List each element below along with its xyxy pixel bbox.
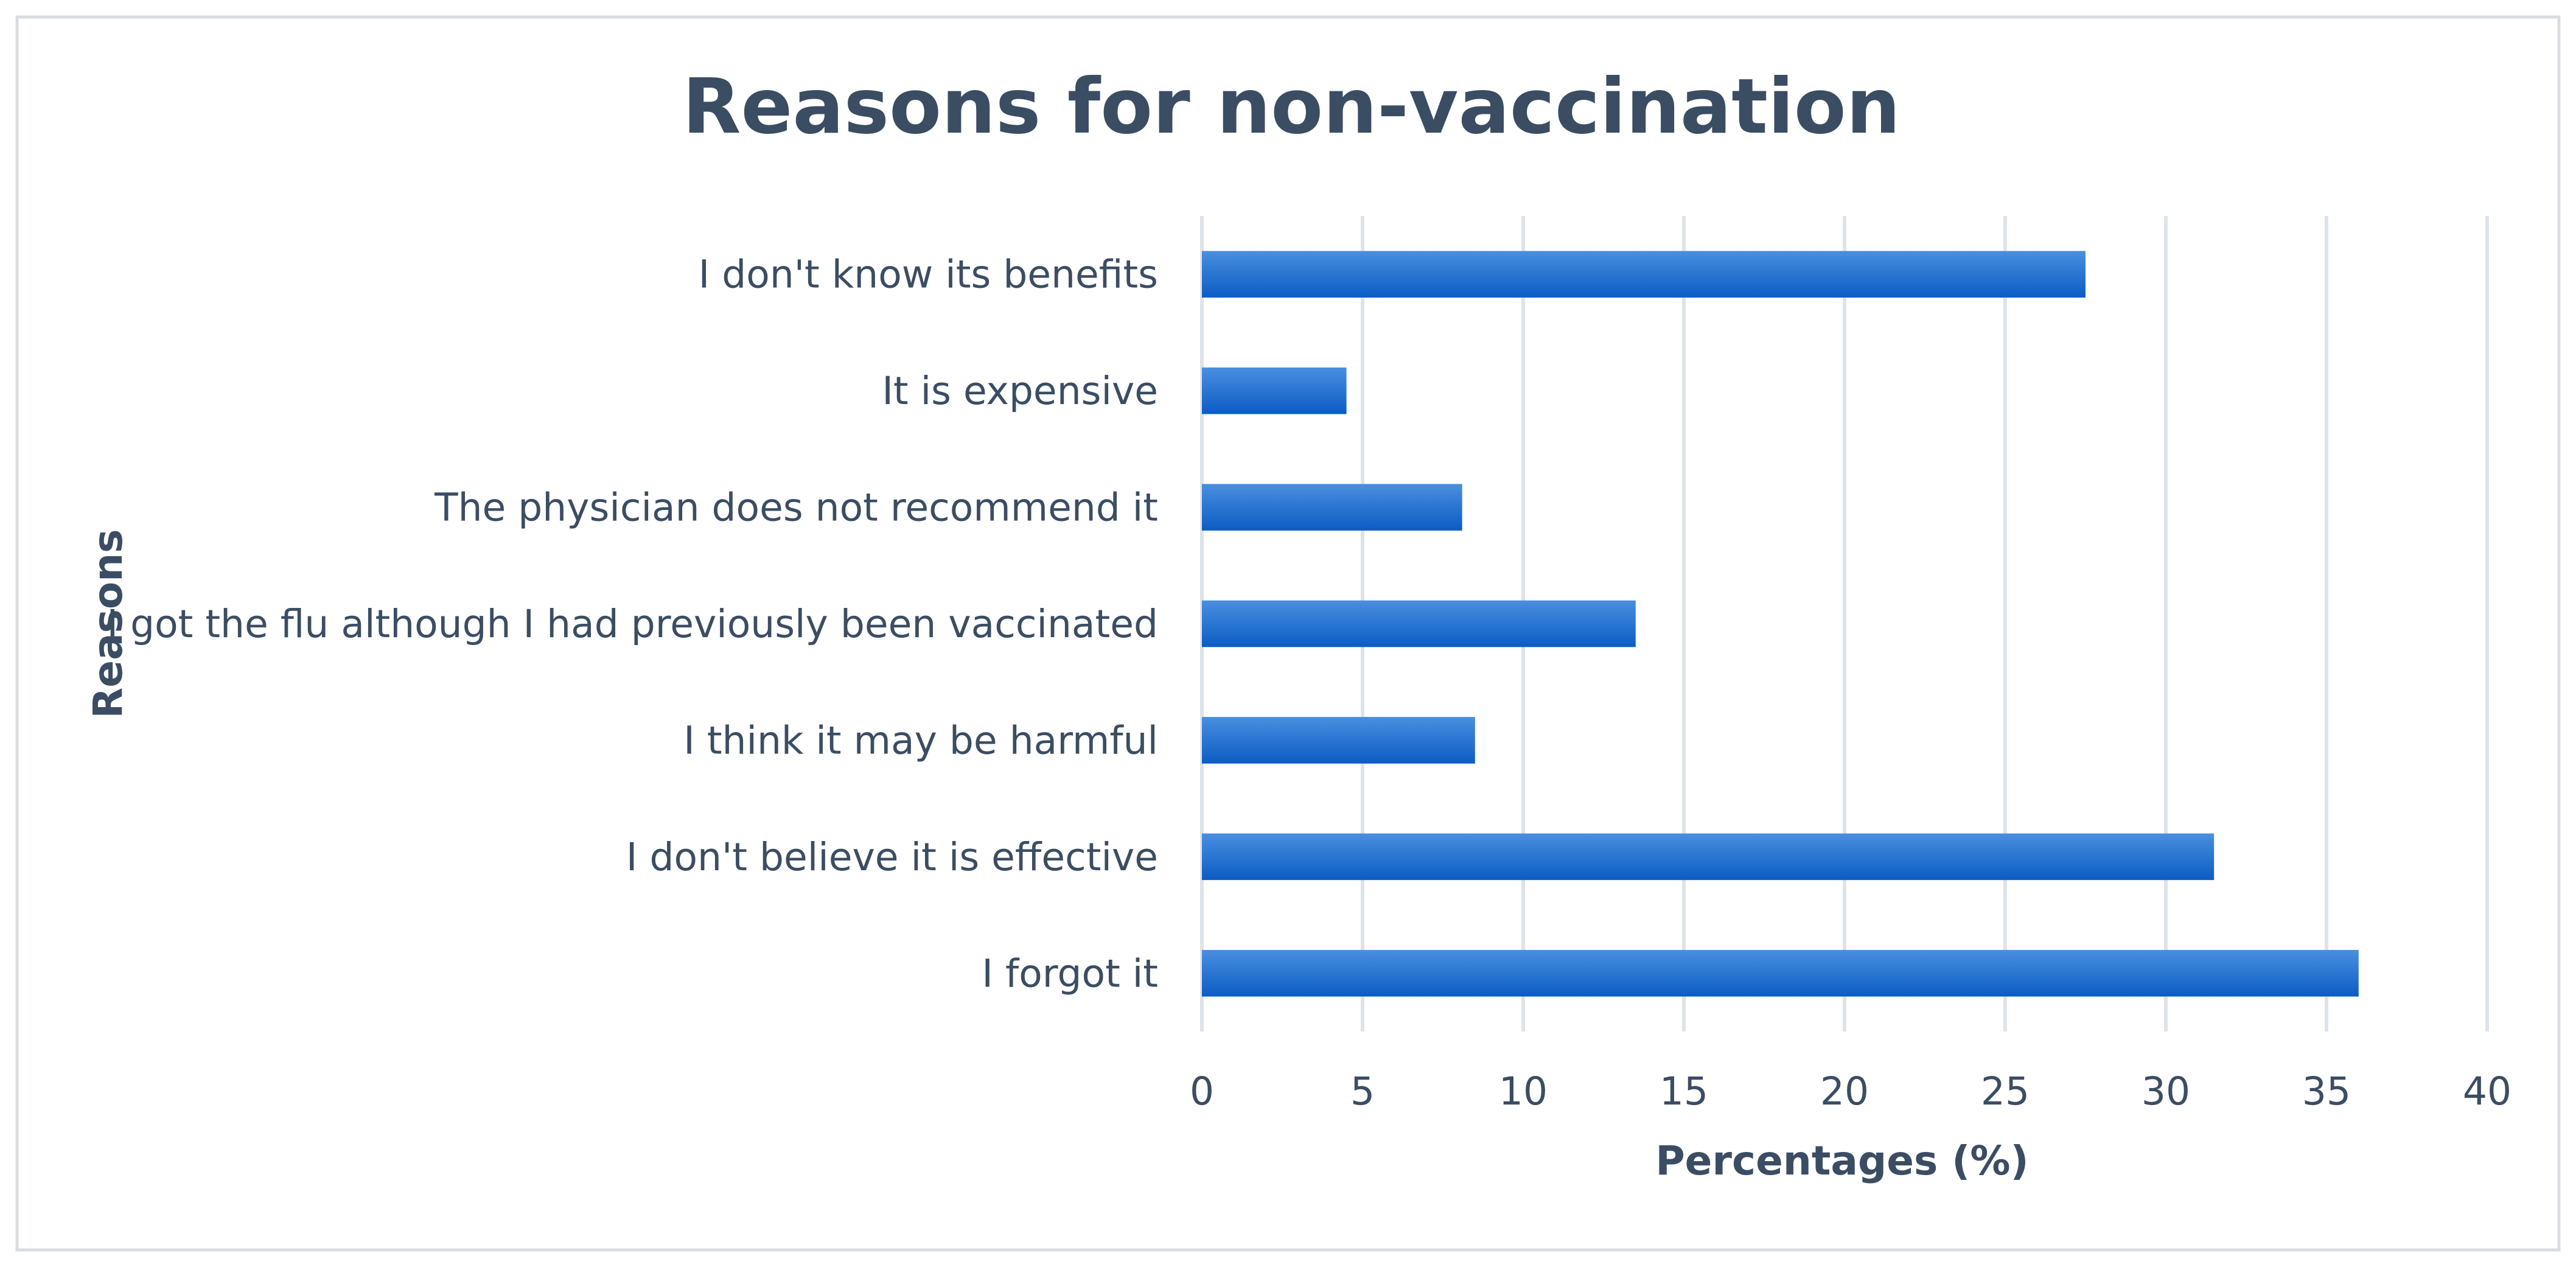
category-label: I got the flu although I had previously …: [106, 602, 1158, 646]
x-tick-label: 25: [1981, 1069, 2030, 1114]
x-tick-label: 5: [1350, 1069, 1375, 1114]
bar: [1202, 367, 1347, 414]
category-label: I don't believe it is effective: [626, 835, 1158, 879]
bar: [1202, 600, 1636, 647]
category-label: I think it may be harmful: [683, 718, 1158, 763]
category-label: The physician does not recommend it: [434, 486, 1158, 530]
bar: [1202, 717, 1475, 764]
category-label: I forgot it: [982, 951, 1158, 996]
bar: [1202, 950, 2359, 997]
x-tick-label: 0: [1190, 1069, 1214, 1114]
category-label: It is expensive: [882, 369, 1158, 413]
x-tick-label: 15: [1660, 1069, 1708, 1114]
bars: [1202, 251, 2359, 997]
x-tick-labels: 0 5 10 15 20 25 30 35 40: [1190, 1069, 2511, 1114]
x-tick-label: 10: [1499, 1069, 1548, 1114]
y-axis-title: Reasons: [85, 529, 131, 718]
chart-title: Reasons for non-vaccination: [682, 63, 1900, 151]
x-tick-label: 30: [2141, 1069, 2190, 1114]
category-label: I don't know its benefits: [699, 253, 1158, 297]
x-axis-title: Percentages (%): [1655, 1137, 2028, 1184]
x-tick-label: 35: [2302, 1069, 2351, 1114]
bar: [1202, 251, 2086, 298]
gridlines: [1200, 216, 2489, 1031]
bar: [1202, 484, 1462, 531]
x-tick-label: 20: [1820, 1069, 1869, 1114]
category-labels: I don't know its benefits It is expensive…: [106, 253, 1158, 996]
bar: [1202, 833, 2215, 881]
x-tick-label: 40: [2463, 1069, 2511, 1114]
